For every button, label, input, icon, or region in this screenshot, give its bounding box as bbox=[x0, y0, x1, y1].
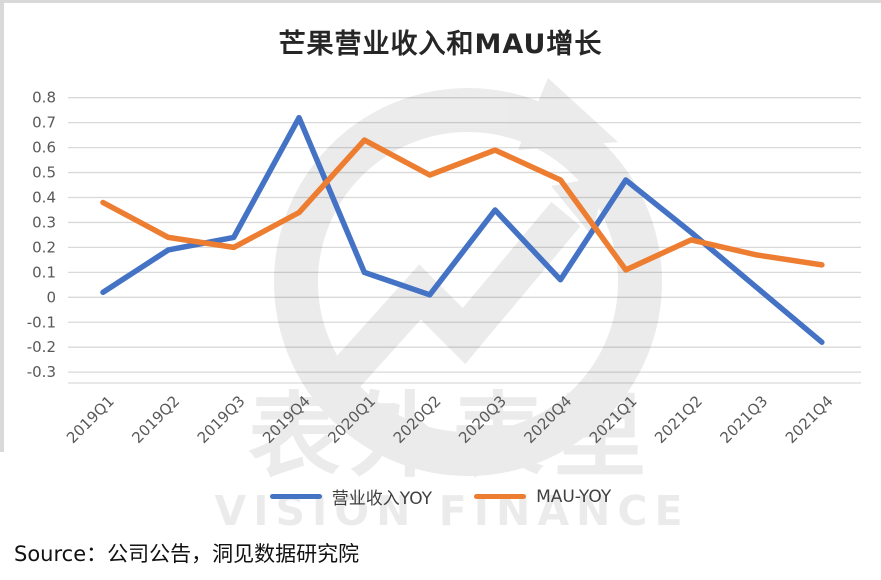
y-tick-label: 0.1 bbox=[32, 263, 56, 281]
legend-label: MAU-YOY bbox=[536, 486, 612, 507]
y-tick-label: 0.6 bbox=[32, 139, 56, 157]
x-tick-label: 2021Q2 bbox=[651, 392, 706, 447]
y-tick-label: 0.4 bbox=[32, 189, 56, 207]
y-tick-label: 0.5 bbox=[32, 164, 56, 182]
legend-swatch-icon bbox=[474, 494, 527, 499]
y-tick-label: 0.7 bbox=[32, 114, 56, 132]
watermark-cn-text: 表外表里 bbox=[248, 383, 656, 490]
y-tick-label: 0.8 bbox=[32, 89, 56, 107]
x-tick-label: 2021Q4 bbox=[782, 392, 837, 447]
x-tick-label: 2019Q2 bbox=[128, 392, 183, 447]
legend-swatch-icon bbox=[269, 494, 322, 499]
source-line: Source：公司公告，洞见数据研究院 bbox=[14, 542, 360, 566]
x-tick-label: 2019Q3 bbox=[194, 392, 249, 447]
x-tick-label: 2021Q3 bbox=[717, 392, 772, 447]
watermark-trend-icon bbox=[315, 201, 581, 405]
x-tick-label: 2019Q1 bbox=[63, 392, 118, 447]
legend-label: 营业收入YOY bbox=[331, 489, 433, 509]
series-lines bbox=[100, 114, 825, 345]
axis-labels: 0.8 0.7 0.6 0.5 0.4 0.3 0.2 0.1 0 -0.1 -0.2 -0.3 201… bbox=[27, 89, 837, 447]
watermark-logo: 表外表里 VISION FINANCE bbox=[215, 78, 682, 535]
page-edge-left bbox=[0, 0, 4, 452]
y-tick-label: -0.1 bbox=[27, 313, 56, 331]
legend-item: 营业收入YOY bbox=[269, 484, 433, 509]
chart-legend: 营业收入YOY MAU-YOY bbox=[0, 484, 881, 509]
series-line-MAU-YOY bbox=[100, 137, 825, 273]
y-tick-label: 0 bbox=[46, 288, 56, 306]
watermark-arrowhead-icon bbox=[518, 78, 618, 150]
y-tick-label: -0.3 bbox=[27, 363, 56, 381]
watermark-circle-icon bbox=[274, 88, 662, 476]
legend-item: MAU-YOY bbox=[474, 487, 611, 507]
page-edge-top bbox=[0, 0, 881, 3]
y-tick-label: 0.3 bbox=[32, 213, 56, 231]
chart-title: 芒果营业收入和MAU增长 bbox=[278, 29, 603, 60]
y-tick-label: -0.2 bbox=[27, 338, 56, 356]
y-tick-label: 0.2 bbox=[32, 238, 56, 256]
